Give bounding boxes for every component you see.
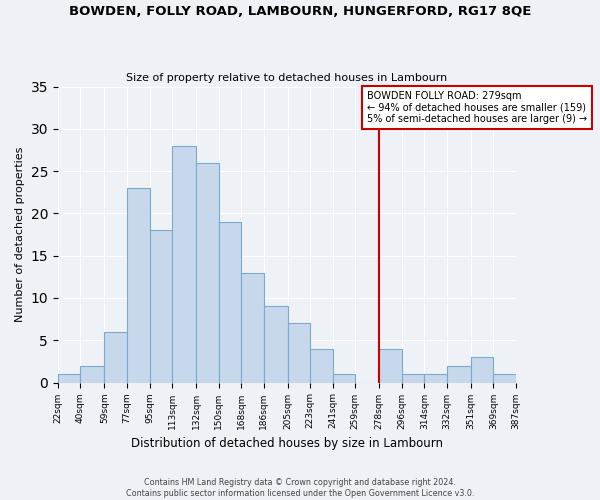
Bar: [172, 146, 196, 382]
Y-axis label: Number of detached properties: Number of detached properties: [15, 147, 25, 322]
Bar: [104, 332, 127, 382]
X-axis label: Distribution of detached houses by size in Lambourn: Distribution of detached houses by size …: [131, 437, 443, 450]
Bar: [241, 272, 264, 382]
Text: BOWDEN FOLLY ROAD: 279sqm
← 94% of detached houses are smaller (159)
5% of semi-: BOWDEN FOLLY ROAD: 279sqm ← 94% of detac…: [367, 91, 587, 124]
Bar: [80, 366, 104, 382]
Text: BOWDEN, FOLLY ROAD, LAMBOURN, HUNGERFORD, RG17 8QE: BOWDEN, FOLLY ROAD, LAMBOURN, HUNGERFORD…: [69, 5, 531, 18]
Bar: [333, 374, 355, 382]
Bar: [424, 374, 447, 382]
Bar: [264, 306, 287, 382]
Bar: [287, 324, 310, 382]
Title: Size of property relative to detached houses in Lambourn: Size of property relative to detached ho…: [127, 73, 448, 83]
Bar: [310, 348, 333, 382]
Bar: [447, 366, 471, 382]
Text: Contains HM Land Registry data © Crown copyright and database right 2024.
Contai: Contains HM Land Registry data © Crown c…: [126, 478, 474, 498]
Bar: [402, 374, 424, 382]
Bar: [379, 348, 402, 382]
Bar: [149, 230, 172, 382]
Bar: [493, 374, 516, 382]
Bar: [58, 374, 80, 382]
Bar: [196, 162, 218, 382]
Bar: [471, 357, 493, 382]
Bar: [127, 188, 149, 382]
Bar: [218, 222, 241, 382]
